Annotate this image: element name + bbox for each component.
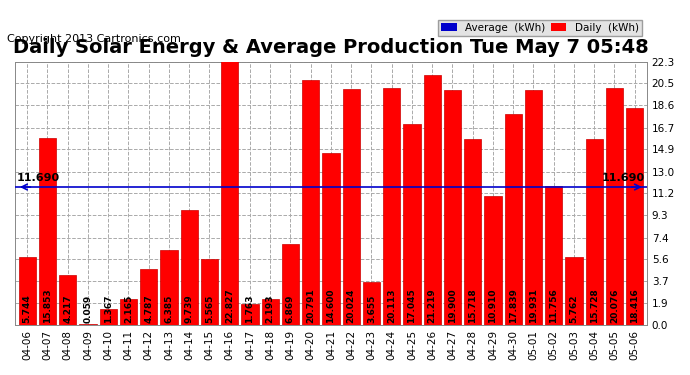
Text: 5.744: 5.744 (23, 294, 32, 323)
Text: 2.193: 2.193 (266, 295, 275, 323)
Text: 5.565: 5.565 (205, 295, 214, 323)
Bar (343, 88, 359, 325)
Bar (282, 244, 299, 325)
Text: 3.655: 3.655 (367, 295, 376, 323)
Bar (160, 250, 177, 325)
Text: 20.113: 20.113 (387, 289, 396, 323)
Bar (545, 186, 562, 325)
Text: 14.600: 14.600 (326, 289, 335, 323)
Text: 4.787: 4.787 (144, 294, 153, 323)
Bar (140, 268, 157, 325)
Text: 11.756: 11.756 (549, 288, 558, 323)
Bar (404, 124, 421, 325)
Text: 22.827: 22.827 (225, 288, 234, 323)
Text: 9.739: 9.739 (185, 294, 194, 323)
Text: 6.385: 6.385 (164, 295, 173, 323)
Bar (322, 153, 339, 325)
Bar (484, 196, 502, 325)
Bar (120, 300, 137, 325)
Bar (99, 309, 117, 325)
Text: 5.762: 5.762 (569, 295, 578, 323)
Bar (626, 108, 643, 325)
Text: 17.045: 17.045 (408, 288, 417, 323)
Text: 20.076: 20.076 (610, 289, 619, 323)
Text: 0.059: 0.059 (83, 295, 92, 323)
Bar (464, 140, 482, 325)
Text: 10.910: 10.910 (489, 289, 497, 323)
Text: 4.217: 4.217 (63, 295, 72, 323)
Text: 6.869: 6.869 (286, 295, 295, 323)
Text: 1.367: 1.367 (104, 295, 112, 323)
Bar (606, 88, 623, 325)
Bar (363, 282, 380, 325)
Bar (565, 257, 582, 325)
Text: 15.853: 15.853 (43, 289, 52, 323)
Text: 21.219: 21.219 (428, 288, 437, 323)
Text: 19.900: 19.900 (448, 289, 457, 323)
Bar (444, 90, 461, 325)
Text: Copyright 2013 Cartronics.com: Copyright 2013 Cartronics.com (7, 34, 181, 44)
Bar (424, 75, 441, 325)
Bar (59, 275, 77, 325)
Title: Daily Solar Energy & Average Production Tue May 7 05:48: Daily Solar Energy & Average Production … (13, 38, 649, 57)
Text: 2.165: 2.165 (124, 295, 133, 323)
Text: 18.416: 18.416 (630, 288, 639, 323)
Text: 11.690: 11.690 (17, 174, 60, 183)
Bar (525, 90, 542, 325)
Text: 20.024: 20.024 (346, 289, 356, 323)
Bar (262, 299, 279, 325)
Bar (302, 80, 319, 325)
Bar (586, 140, 603, 325)
Bar (201, 260, 218, 325)
Bar (181, 210, 198, 325)
Bar (504, 114, 522, 325)
Bar (39, 138, 56, 325)
Bar (383, 88, 400, 325)
Text: 20.791: 20.791 (306, 288, 315, 323)
Bar (221, 56, 238, 325)
Text: 15.728: 15.728 (590, 288, 599, 323)
Bar (79, 324, 97, 325)
Text: 11.690: 11.690 (602, 174, 645, 183)
Text: 15.718: 15.718 (469, 288, 477, 323)
Bar (19, 257, 36, 325)
Text: 17.839: 17.839 (509, 288, 518, 323)
Bar (241, 304, 259, 325)
Text: 19.931: 19.931 (529, 288, 538, 323)
Legend: Average  (kWh), Daily  (kWh): Average (kWh), Daily (kWh) (438, 20, 642, 36)
Text: 1.763: 1.763 (246, 295, 255, 323)
